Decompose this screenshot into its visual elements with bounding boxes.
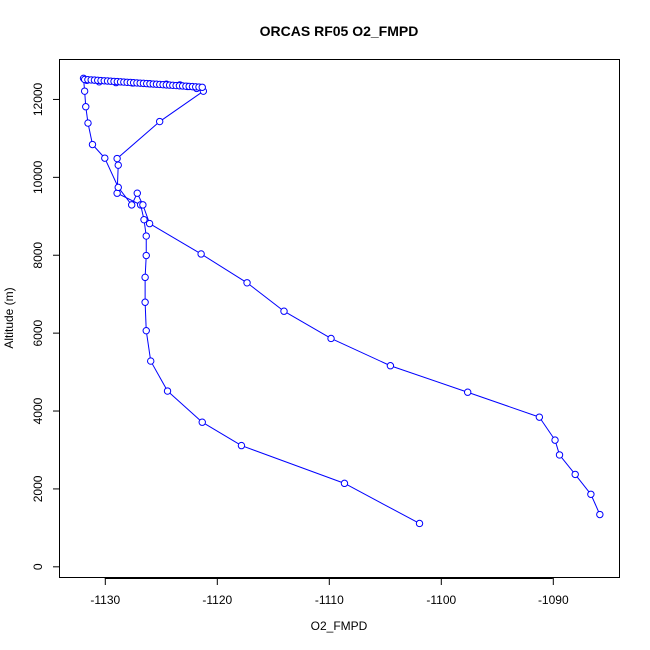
- series-segment: [116, 192, 141, 206]
- data-point: [198, 418, 206, 426]
- series-segment: [241, 445, 345, 484]
- data-point: [142, 251, 150, 260]
- series-segment: [283, 310, 332, 339]
- x-tick-label: -1110: [315, 593, 344, 607]
- y-tick-label: 6000: [31, 319, 45, 346]
- x-tick-label: -1100: [426, 593, 456, 607]
- y-tick-label: 10000: [31, 160, 45, 194]
- data-point: [127, 201, 136, 209]
- chart-title: ORCAS RF05 O2_FMPD: [260, 23, 419, 39]
- series-segment: [538, 416, 556, 441]
- data-point: [141, 273, 149, 282]
- data-point: [142, 232, 150, 240]
- series-segment: [390, 365, 468, 393]
- data-point: [555, 451, 564, 459]
- data-point: [114, 161, 122, 169]
- x-axis-label: O2_FMPD: [311, 619, 368, 633]
- data-point: [82, 103, 90, 111]
- series-segment: [149, 223, 202, 255]
- data-point: [463, 388, 472, 396]
- data-point: [587, 490, 595, 498]
- data-point: [113, 189, 121, 197]
- data-point: [596, 510, 604, 519]
- data-point: [571, 470, 579, 479]
- data-point: [198, 83, 206, 91]
- data-point: [163, 387, 172, 395]
- series-segment: [144, 302, 147, 331]
- series-segment: [201, 421, 242, 447]
- data-point: [147, 357, 155, 365]
- x-axis: -1130 -1120 -1110 -1100 -1090: [90, 578, 569, 607]
- y-tick-label: 12000: [31, 82, 45, 116]
- data-point: [114, 183, 122, 192]
- series-segment: [159, 90, 204, 122]
- series-segment: [167, 390, 203, 423]
- x-tick-label: -1090: [538, 593, 569, 607]
- data-point: [237, 441, 246, 450]
- y-axis: 0 2000 4000 6000 8000 10000 12000: [31, 82, 60, 570]
- data-point: [386, 362, 395, 370]
- data-point: [141, 298, 149, 306]
- data-point: [551, 436, 559, 444]
- series-segment: [104, 157, 119, 188]
- data-point: [88, 140, 97, 149]
- data-point: [197, 250, 205, 258]
- data-point: [243, 279, 251, 287]
- y-tick-label: 4000: [31, 397, 45, 424]
- y-tick-label: 8000: [31, 242, 45, 269]
- series-segment: [330, 338, 391, 367]
- data-point: [133, 189, 141, 197]
- data-point: [415, 519, 424, 528]
- data-point: [145, 219, 154, 228]
- data-point: [113, 154, 121, 163]
- data-point: [84, 119, 92, 127]
- x-tick-label: -1120: [202, 593, 232, 607]
- y-axis-label: Altitude (m): [2, 287, 16, 348]
- series-segment: [150, 360, 168, 392]
- series-segment: [200, 253, 248, 284]
- series-segment: [116, 121, 161, 159]
- data-point: [142, 326, 150, 335]
- series-segment: [246, 282, 285, 312]
- data-point: [155, 117, 164, 126]
- data-point: [140, 215, 148, 224]
- data-point: [80, 87, 89, 95]
- series-segment: [344, 482, 420, 524]
- data-point: [101, 154, 109, 162]
- data-point: [139, 201, 147, 209]
- data-point: [340, 479, 349, 488]
- series-points: [79, 74, 604, 528]
- y-tick-label: 0: [31, 563, 45, 570]
- y-tick-label: 2000: [31, 475, 45, 502]
- data-point: [327, 334, 335, 343]
- x-tick-label: -1130: [90, 593, 120, 607]
- series-segment: [467, 391, 540, 418]
- data-point: [535, 413, 544, 421]
- series-segment: [559, 454, 576, 475]
- data-point: [280, 307, 288, 315]
- series-segment: [574, 474, 592, 495]
- series-segment: [145, 330, 152, 362]
